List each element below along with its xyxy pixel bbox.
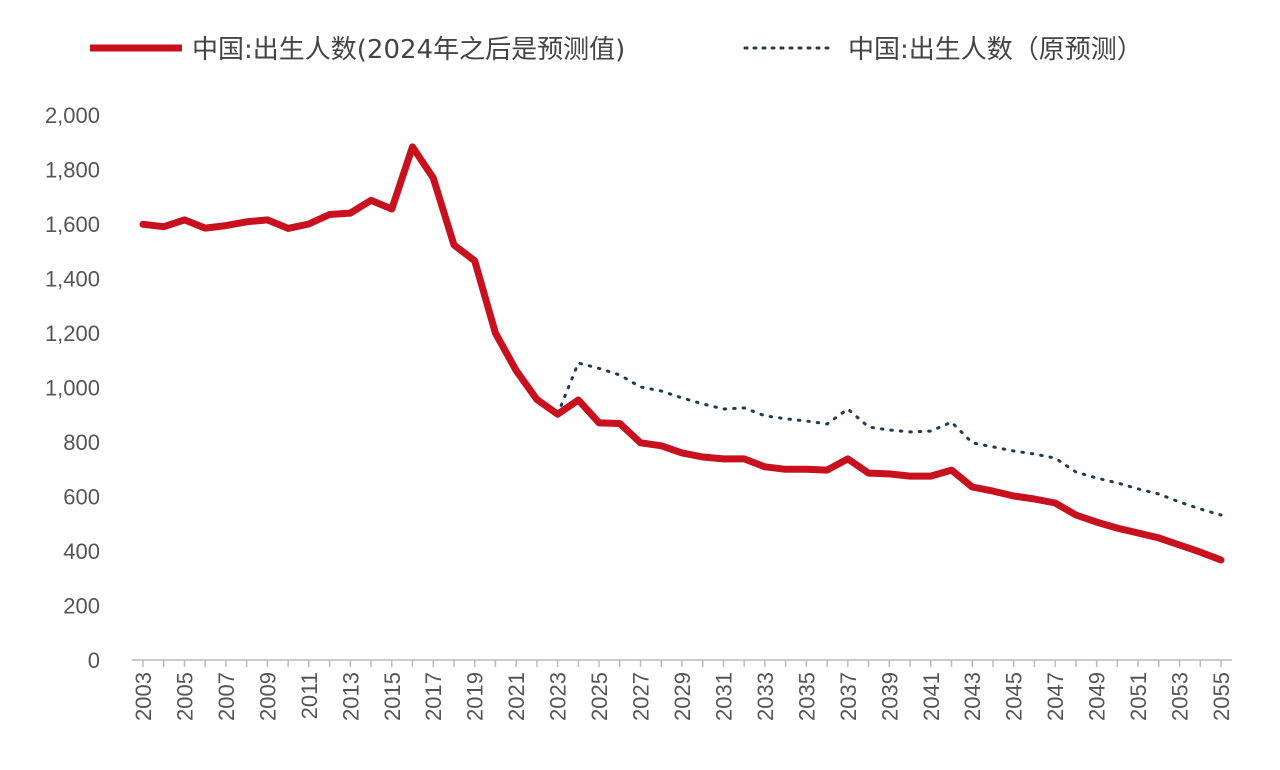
legend-label-original: 中国:出生人数（原预测） (848, 35, 1143, 65)
y-tick-label: 400 (63, 539, 100, 564)
x-tick-label: 2051 (1126, 672, 1151, 721)
x-tick-label: 2023 (546, 672, 571, 721)
x-tick-label: 2005 (172, 672, 197, 721)
x-tick-label: 2011 (297, 672, 322, 719)
y-axis: 0 200 400 600 800 1,000 1,200 1,400 1,600 1,800 2,… (45, 103, 100, 673)
x-tick-label: 2037 (836, 672, 861, 721)
y-tick-label: 0 (88, 648, 100, 673)
x-tick-label: 2049 (1085, 672, 1110, 721)
legend-label-actual: 中国:出生人数(2024年之后是预测值) (192, 35, 625, 65)
series-line-0 (139, 143, 1225, 564)
x-tick-label: 2013 (338, 672, 363, 721)
x-tick-label: 2009 (255, 672, 280, 721)
x-tick-label: 2019 (463, 672, 488, 721)
x-tick-label: 2027 (629, 672, 654, 721)
x-tick-label: 2029 (670, 672, 695, 721)
x-tick-label: 2039 (877, 672, 902, 721)
x-tick-label: 2033 (753, 672, 778, 721)
x-tick-label: 2055 (1209, 672, 1234, 721)
y-tick-label: 1,400 (45, 267, 100, 292)
series-line-1 (556, 361, 1223, 517)
x-tick-label: 2045 (1002, 672, 1027, 721)
y-tick-label: 800 (63, 430, 100, 455)
x-tick-label: 2015 (380, 672, 405, 721)
x-tick-label: 2035 (794, 672, 819, 721)
x-axis: 2003 2005 2007 2009 2011 2013 2015 2017 2019 2021… (131, 659, 1234, 721)
y-tick-label: 1,000 (45, 376, 100, 401)
x-tick-label: 2031 (711, 672, 736, 721)
x-tick-label: 2003 (131, 672, 156, 721)
legend: 中国:出生人数(2024年之后是预测值) 中国:出生人数（原预测） (90, 35, 1143, 65)
y-tick-label: 1,800 (45, 158, 100, 183)
x-tick-label: 2043 (960, 672, 985, 721)
x-tick-label: 2041 (919, 672, 944, 721)
x-tick-label: 2047 (1043, 672, 1068, 721)
x-tick-label: 2025 (587, 672, 612, 721)
x-tick-label: 2021 (504, 672, 529, 721)
x-tick-label: 2007 (214, 672, 239, 721)
y-tick-label: 2,000 (45, 103, 100, 128)
y-tick-label: 600 (63, 485, 100, 510)
x-tick-label: 2053 (1168, 672, 1193, 721)
x-tick-label: 2017 (421, 672, 446, 721)
y-tick-label: 1,200 (45, 321, 100, 346)
y-tick-label: 200 (63, 594, 100, 619)
plot-area (139, 143, 1225, 564)
y-tick-label: 1,600 (45, 212, 100, 237)
